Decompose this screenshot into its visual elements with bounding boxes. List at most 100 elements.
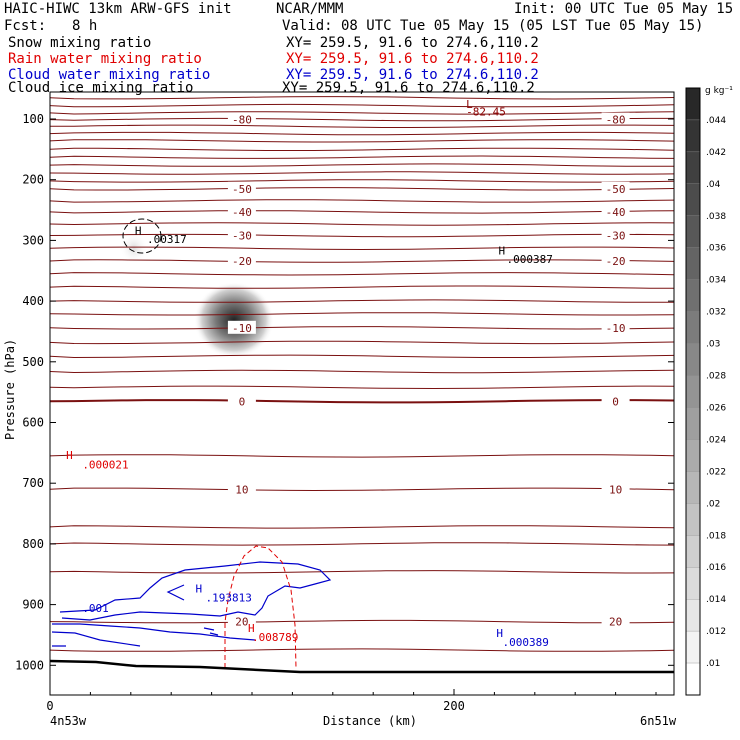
isotherm-label: -10 [232,322,252,335]
colorbar-swatch [685,151,701,184]
y-axis-label: Pressure (hPa) [3,339,17,440]
isotherm-line [50,570,674,574]
colorbar-swatch [685,87,701,121]
isotherm-label: -20 [232,255,252,268]
colorbar-label: .044 [706,116,726,126]
isotherm-label: -30 [606,230,626,243]
ice-shading-blob [120,232,148,264]
isotherm-label-bg [227,394,256,408]
isotherm-label: -30 [232,230,252,243]
org-label: NCAR/MMM [276,1,344,17]
isotherm-line [50,299,674,303]
mixing-ratio-contours [51,218,332,669]
y-tick-label: 1000 [15,658,44,672]
isotherm-label: -50 [606,183,626,196]
colorbar-label: .024 [706,435,726,445]
isotherm-label-bg [601,482,630,496]
colorbar-swatch [685,662,701,696]
cloud-water-contour-small [203,627,219,636]
isotherm-line [50,117,674,122]
colorbar-swatch [685,183,701,216]
colorbar-swatch [685,119,701,153]
contour-extremum-label: .000387 [507,253,553,266]
colorbar-label: .026 [706,403,726,413]
valid-time: Valid: 08 UTC Tue 05 May 15 (05 LST Tue … [282,18,704,34]
contour-extremum-label: H [496,627,503,640]
isotherm-label: 0 [239,395,246,408]
colorbar: .044 .042 .04 .038 .036 .034 .032 .03 .028 .026 .0… [685,87,726,696]
field-name-cloud-water: Cloud water mixing ratio [8,67,211,83]
isotherm-line [50,542,674,546]
colorbar-label: .032 [706,308,726,318]
y-tick-label: 800 [22,537,44,551]
colorbar-label: .014 [706,595,726,605]
isotherm-line [50,525,674,529]
isotherm-line [50,155,674,159]
x-axis-label: Distance (km) [323,714,417,728]
isotherm-label-bg [601,254,630,268]
isotherm-label: -10 [606,322,626,335]
colorbar-label: .012 [706,627,726,637]
colorbar-swatch [685,599,701,632]
contour-extremum-label: H [135,224,142,237]
isotherm-label-bg [227,482,256,496]
isotherm-line [50,285,674,289]
isotherm-label: -20 [606,255,626,268]
isotherm-line [50,199,674,203]
isotherm-line [50,131,674,136]
isotherm-label-bg [227,181,256,195]
colorbar-swatch [685,375,701,408]
y-tick-label: 200 [22,173,44,187]
y-tick-label: 100 [22,112,44,126]
x-tick-label: 200 [443,699,465,713]
colorbar-swatch [685,630,701,664]
contour-extremum-label: .00317 [147,233,187,246]
contour-extremum-label: .008789 [252,631,298,644]
right-endpoint: 6n51w [640,714,677,728]
colorbar-swatch [685,471,701,504]
isotherm-label: -80 [232,114,252,127]
contour-labels: L-82.45H.00317H.000387H.000021H.193813.0… [66,98,553,649]
colorbar-label: .016 [706,563,726,573]
contour-extremum-label: H [498,244,505,257]
colorbar-label: .018 [706,531,726,541]
isotherm-label: -40 [606,206,626,219]
isotherm-label-bg [601,614,630,628]
isotherm-line [50,103,674,108]
isotherm-label: 10 [235,483,248,496]
isotherm-label: 0 [612,395,619,408]
isotherm-line [50,312,674,316]
isotherm-label: 20 [609,616,622,629]
isotherm-line [50,111,674,115]
contour-extremum-label: .000389 [502,636,548,649]
y-tick-label: 500 [22,355,44,369]
isotherm-line [50,619,674,624]
isotherm-label-bg [601,181,630,195]
isotherm-label-bg [601,204,630,218]
y-tick-label: 400 [22,294,44,308]
colorbar-label: .02 [706,499,720,509]
isotherm-line [50,326,674,330]
contour-extremum-label: L [466,98,473,111]
isotherm-line [50,210,674,214]
isotherm-line [50,272,674,276]
x-axis: 0 200 [46,689,657,713]
isotherm-line [50,369,674,374]
y-tick-label: 700 [22,476,44,490]
isotherm-label-bg [227,254,256,268]
colorbar-swatch [685,439,701,472]
field-name-rain: Rain water mixing ratio [8,51,202,67]
colorbar-label: .028 [706,372,726,382]
y-tick-label: 300 [22,233,44,247]
contour-extremum-label: .193813 [206,592,252,605]
colorbar-label: .03 [706,340,720,350]
cloud-water-contour-upper [59,561,332,621]
isotherm-line [50,222,674,226]
isotherm-line [50,354,674,359]
isotherm-line [50,163,674,167]
fcst-value: 8 h [72,18,98,34]
colorbar-label: .036 [706,244,726,254]
isotherm-line [50,139,674,143]
